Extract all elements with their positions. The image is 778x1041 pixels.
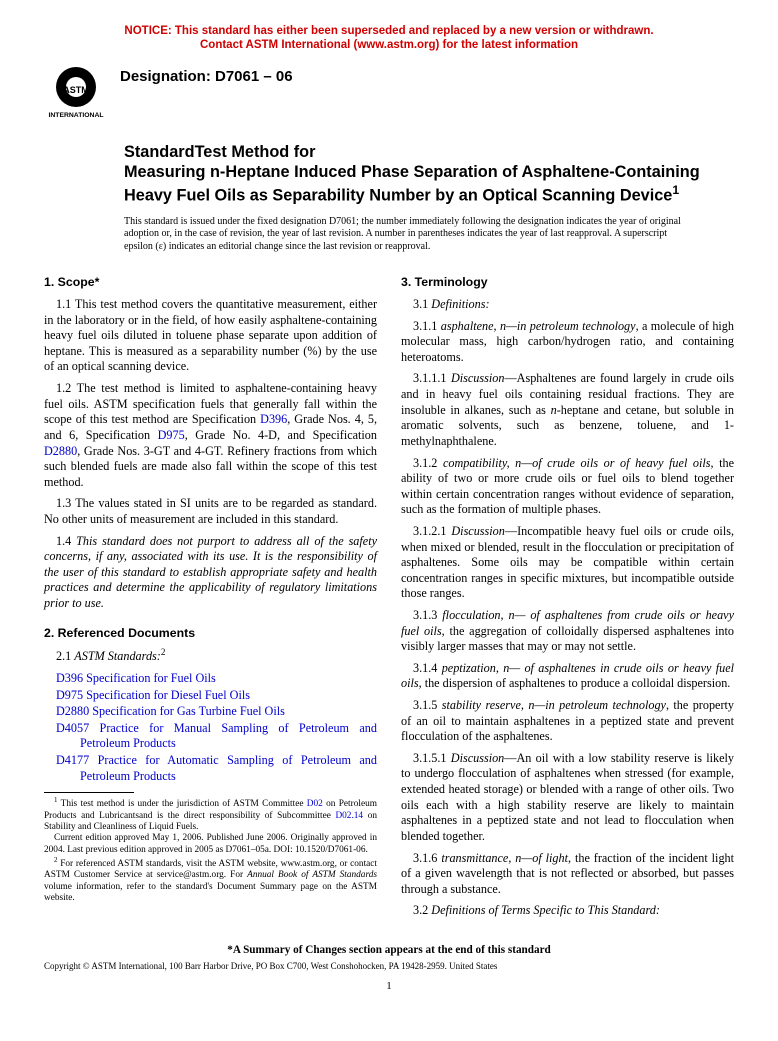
link-d396-ref[interactable]: D396 <box>56 671 83 685</box>
ref-d4177: D4177 Practice for Automatic Sampling of… <box>44 753 377 784</box>
designation: Designation: D7061 – 06 <box>120 63 293 86</box>
copyright-line: Copyright © ASTM International, 100 Barr… <box>44 961 734 973</box>
footnote-1: 1 This test method is under the jurisdic… <box>44 796 377 833</box>
title-main: Measuring n-Heptane Induced Phase Separa… <box>124 163 734 206</box>
link-d975-ref[interactable]: D975 <box>56 688 83 702</box>
section-3-heading: 3. Terminology <box>401 275 734 291</box>
para-3-1-5: 3.1.5 stability reserve, n—in petroleum … <box>401 698 734 745</box>
footnote-rule <box>44 792 134 793</box>
para-3-1-5-1: 3.1.5.1 Discussion—An oil with a low sta… <box>401 751 734 845</box>
notice-line-2: Contact ASTM International (www.astm.org… <box>200 39 578 51</box>
title-footnote-ref: 1 <box>672 183 679 197</box>
footnote-2: 2 For referenced ASTM standards, visit t… <box>44 856 377 904</box>
link-d02-14[interactable]: D02.14 <box>335 811 363 821</box>
svg-text:ASTM: ASTM <box>63 85 89 95</box>
para-1-4: 1.4 This standard does not purport to ad… <box>44 534 377 612</box>
link-d2880-ref[interactable]: D2880 <box>56 704 89 718</box>
para-1-2: 1.2 The test method is limited to asphal… <box>44 381 377 490</box>
two-column-body: 1. Scope* 1.1 This test method covers th… <box>44 275 734 925</box>
link-d396[interactable]: D396 <box>260 412 287 426</box>
ref-d396: D396 Specification for Fuel Oils <box>44 671 377 687</box>
link-d4057-ref[interactable]: D4057 <box>56 721 89 735</box>
right-column: 3. Terminology 3.1 Definitions: 3.1.1 as… <box>401 275 734 925</box>
supersession-notice: NOTICE: This standard has either been su… <box>44 24 734 53</box>
issuance-note: This standard is issued under the fixed … <box>124 216 684 254</box>
summary-changes-note: *A Summary of Changes section appears at… <box>44 943 734 957</box>
para-3-2: 3.2 Definitions of Terms Specific to Thi… <box>401 903 734 919</box>
link-d4177-ref[interactable]: D4177 <box>56 753 89 767</box>
para-2-1: 2.1 ASTM Standards:2 <box>44 647 377 665</box>
para-3-1-4: 3.1.4 peptization, n— of asphaltenes in … <box>401 661 734 692</box>
page-number: 1 <box>44 979 734 993</box>
para-3-1-6: 3.1.6 transmittance, n—of light, the fra… <box>401 851 734 898</box>
para-1-1: 1.1 This test method covers the quantita… <box>44 297 377 375</box>
title-block: StandardTest Method for Measuring n-Hept… <box>124 143 734 206</box>
title-prefix: StandardTest Method for <box>124 143 734 163</box>
astm-logo: ASTM INTERNATIONAL <box>44 63 108 121</box>
header-row: ASTM INTERNATIONAL Designation: D7061 – … <box>44 63 734 121</box>
title-main-text: Measuring n-Heptane Induced Phase Separa… <box>124 163 700 204</box>
footnote-1b: Current edition approved May 1, 2006. Pu… <box>44 833 377 856</box>
para-1-3: 1.3 The values stated in SI units are to… <box>44 496 377 527</box>
link-d02[interactable]: D02 <box>307 799 323 809</box>
ref-d975: D975 Specification for Diesel Fuel Oils <box>44 688 377 704</box>
notice-line-1: NOTICE: This standard has either been su… <box>124 25 653 37</box>
para-3-1: 3.1 Definitions: <box>401 297 734 313</box>
section-1-heading: 1. Scope* <box>44 275 377 291</box>
para-3-1-1-1: 3.1.1.1 Discussion—Asphaltenes are found… <box>401 371 734 449</box>
link-d975[interactable]: D975 <box>158 428 185 442</box>
svg-text:INTERNATIONAL: INTERNATIONAL <box>49 112 104 119</box>
para-3-1-2: 3.1.2 compatibility, n—of crude oils or … <box>401 456 734 518</box>
ref-d2880: D2880 Specification for Gas Turbine Fuel… <box>44 704 377 720</box>
section-2-heading: 2. Referenced Documents <box>44 626 377 642</box>
left-column: 1. Scope* 1.1 This test method covers th… <box>44 275 377 925</box>
link-d2880[interactable]: D2880 <box>44 444 77 458</box>
para-3-1-3: 3.1.3 flocculation, n— of asphaltenes fr… <box>401 608 734 655</box>
para-3-1-1: 3.1.1 asphaltene, n—in petroleum technol… <box>401 319 734 366</box>
para-3-1-2-1: 3.1.2.1 Discussion—Incompatible heavy fu… <box>401 524 734 602</box>
ref-d4057: D4057 Practice for Manual Sampling of Pe… <box>44 721 377 752</box>
